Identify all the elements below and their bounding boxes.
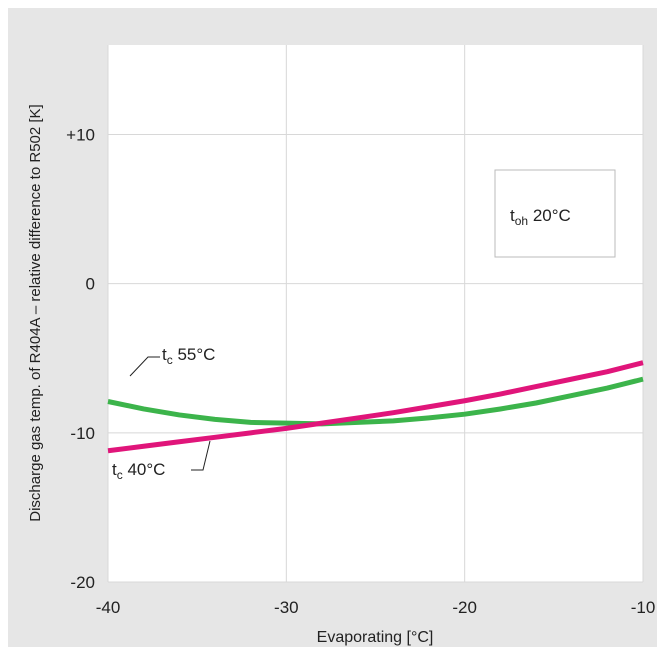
series-lines	[107, 360, 644, 454]
series-line-tc40	[107, 360, 644, 454]
y-tick-label: +10	[66, 126, 95, 145]
leader-line-tc55	[129, 356, 160, 377]
series-label-tc40: tc 40°C	[112, 460, 165, 482]
series-label-tc55: tc 55°C	[162, 345, 215, 367]
y-tick-label: -10	[70, 424, 95, 443]
y-axis-title: Discharge gas temp. of R404A – relative …	[27, 104, 44, 521]
x-tick-label: -40	[96, 598, 121, 617]
plot-area	[108, 45, 643, 582]
leader-line-tc40	[191, 440, 211, 471]
x-tick-label: -10	[631, 598, 656, 617]
x-axis-title: Evaporating [°C]	[317, 629, 434, 646]
annotation-box	[494, 169, 616, 258]
annotation-rest: 20°C	[528, 206, 571, 225]
annotation-sub: oh	[515, 214, 528, 228]
annotation-label: toh 20°C	[510, 206, 571, 228]
y-tick-label: -20	[70, 573, 95, 592]
grid-lines	[107, 45, 644, 583]
x-tick-labels: -40 -30 -20 -10	[96, 598, 656, 617]
x-tick-label: -20	[452, 598, 477, 617]
x-tick-label: -30	[274, 598, 299, 617]
y-tick-label: 0	[86, 275, 95, 294]
y-tick-labels: -20 -10 0 +10	[66, 126, 95, 593]
annotation-main: t	[510, 206, 515, 225]
series-line-tc55	[107, 376, 644, 427]
